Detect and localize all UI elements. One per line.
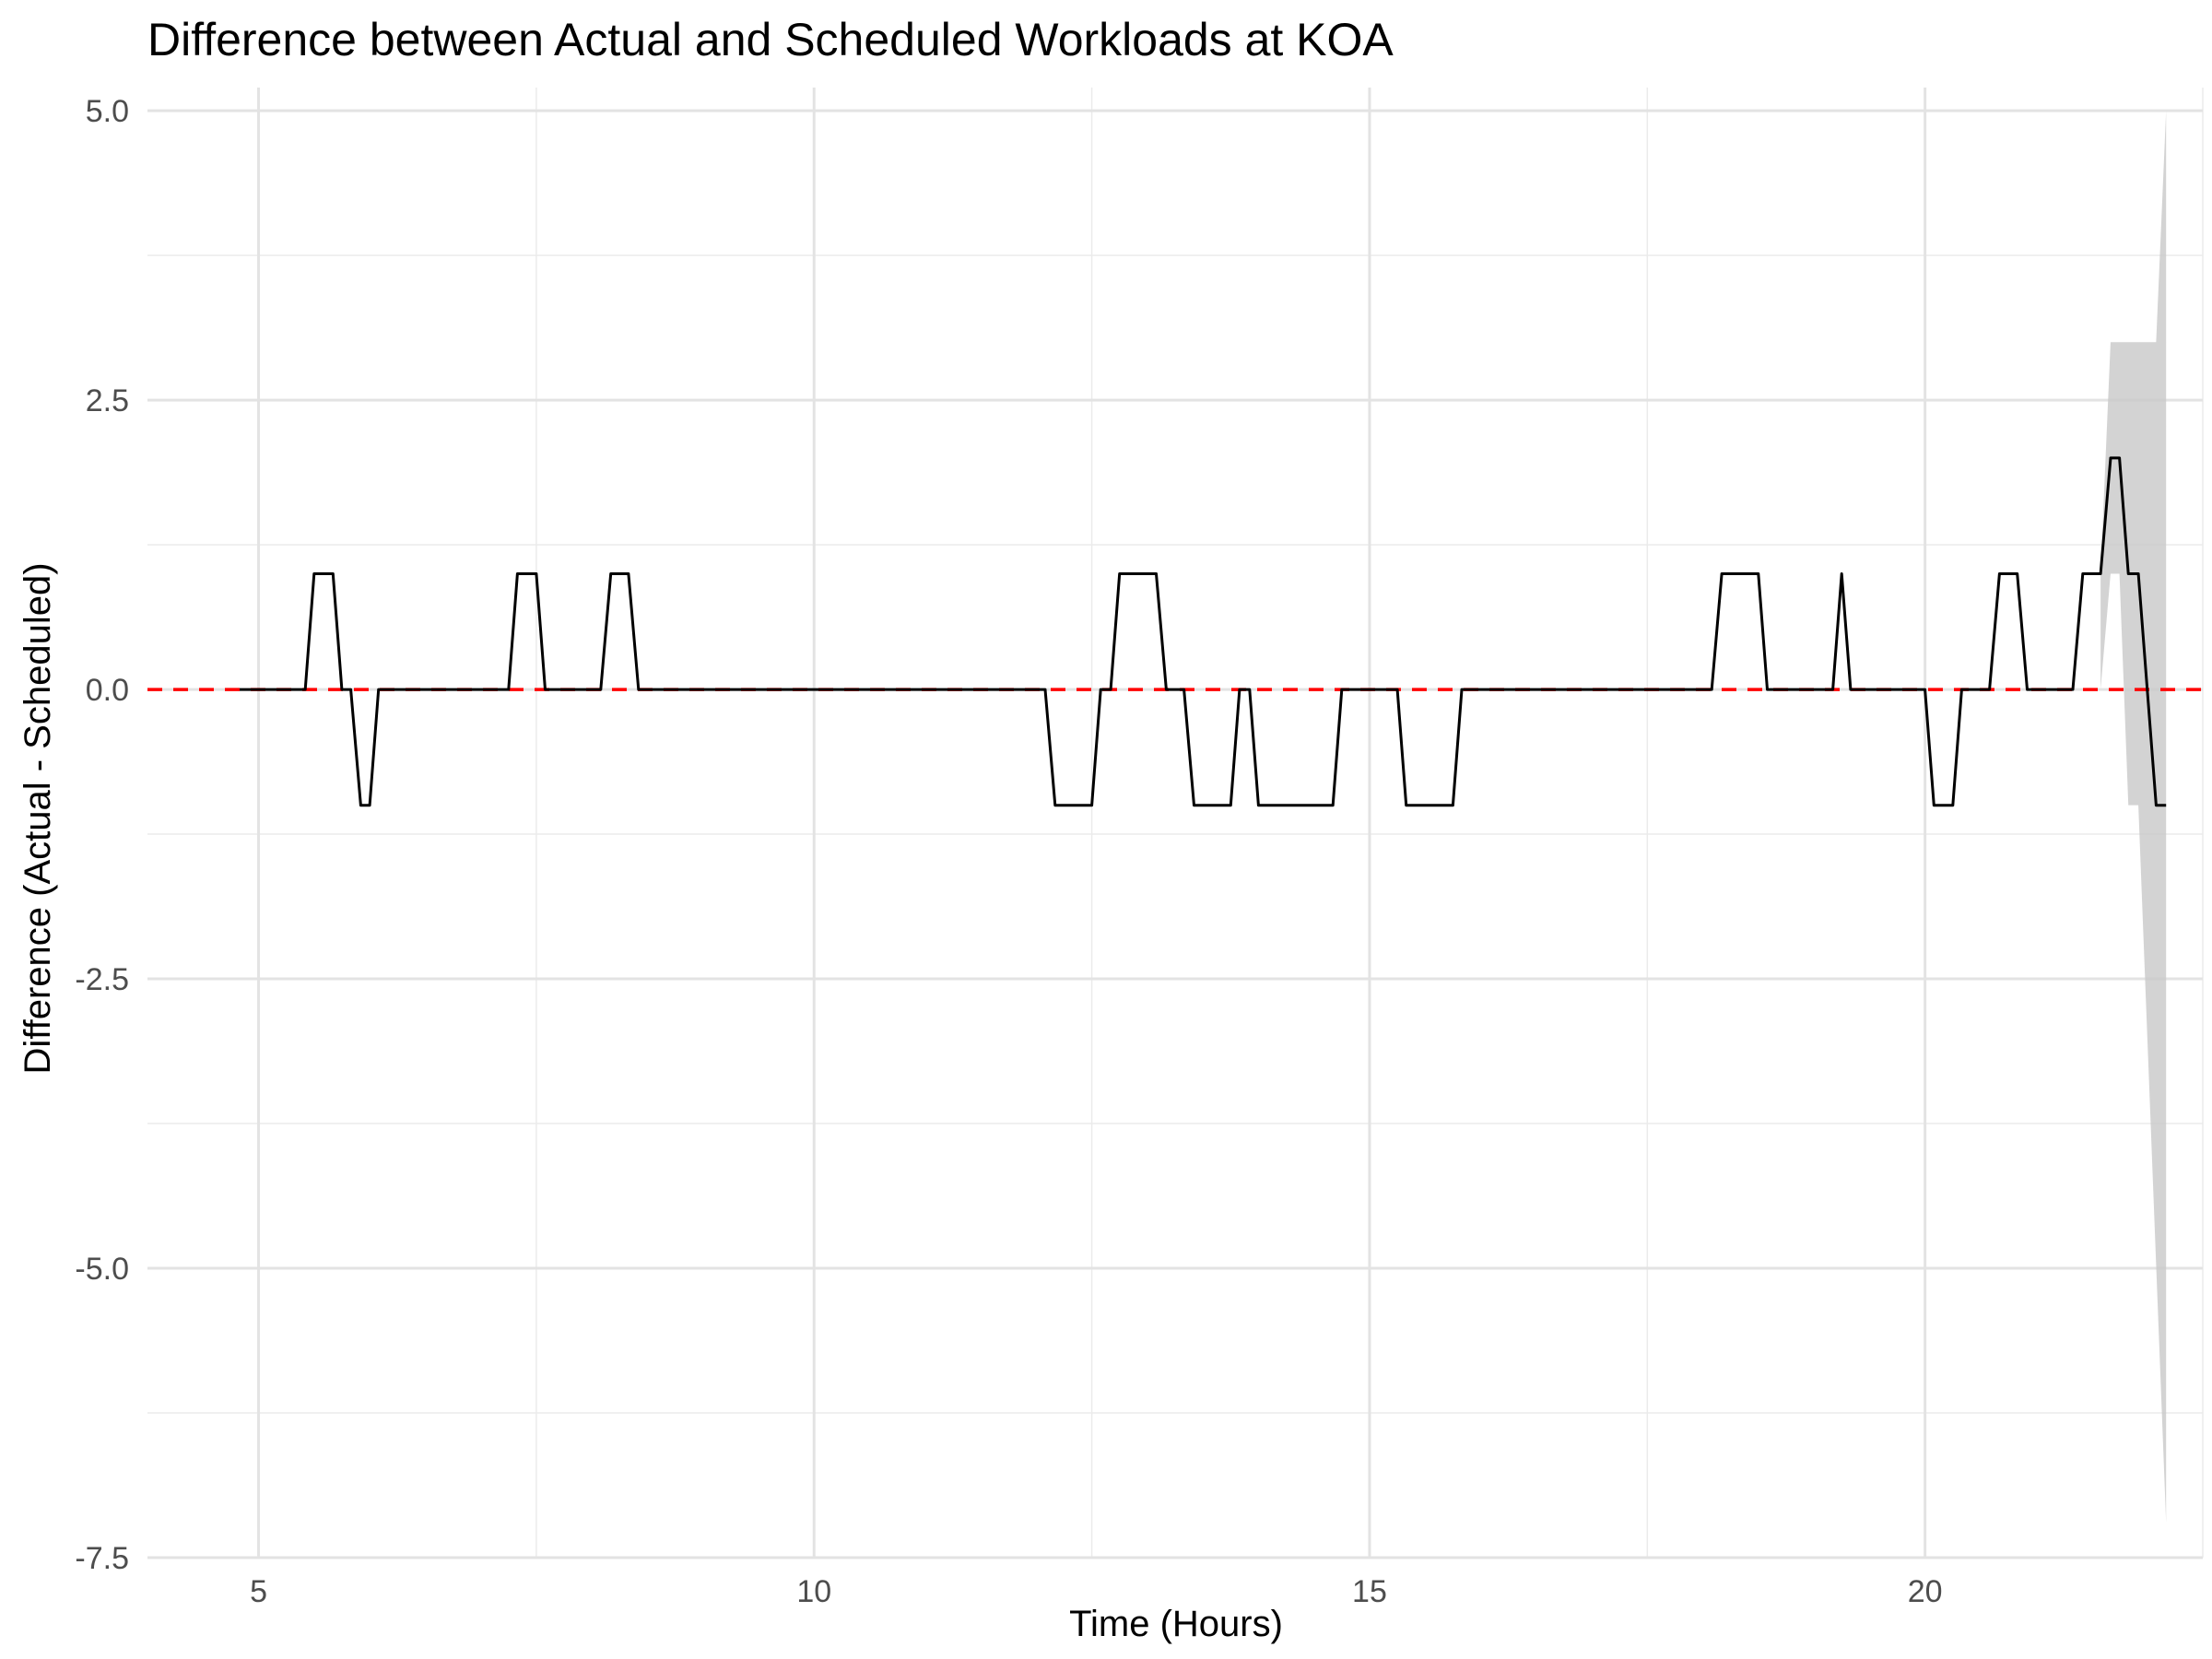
difference-series: [240, 456, 2167, 807]
y-tick-label: -2.5: [75, 962, 129, 997]
x-tick-label: 5: [250, 1574, 267, 1609]
x-axis-title: Time (Hours): [1069, 1604, 1283, 1644]
y-tick-label: 5.0: [86, 94, 129, 129]
band-area: [2100, 111, 2167, 1524]
x-tick-label: 15: [1352, 1574, 1387, 1609]
major-gridlines: [147, 88, 2203, 1559]
difference-line: [240, 456, 2167, 807]
chart-title: Difference between Actual and Scheduled …: [147, 14, 1394, 65]
y-tick-label: 2.5: [86, 383, 129, 418]
y-axis-ticks: 5.0 2.5 0.0 -2.5 -5.0 -7.5: [75, 94, 129, 1576]
x-tick-label: 20: [1908, 1574, 1943, 1609]
confidence-band: [2100, 111, 2167, 1524]
y-tick-label: -5.0: [75, 1252, 129, 1287]
y-tick-label: 0.0: [86, 673, 129, 708]
y-tick-label: -7.5: [75, 1541, 129, 1576]
minor-gridlines: [147, 88, 2204, 1558]
y-axis-title: Difference (Actual - Scheduled): [18, 562, 58, 1074]
x-tick-label: 10: [796, 1574, 831, 1609]
x-axis-ticks: 5 10 15 20: [250, 1574, 1942, 1609]
